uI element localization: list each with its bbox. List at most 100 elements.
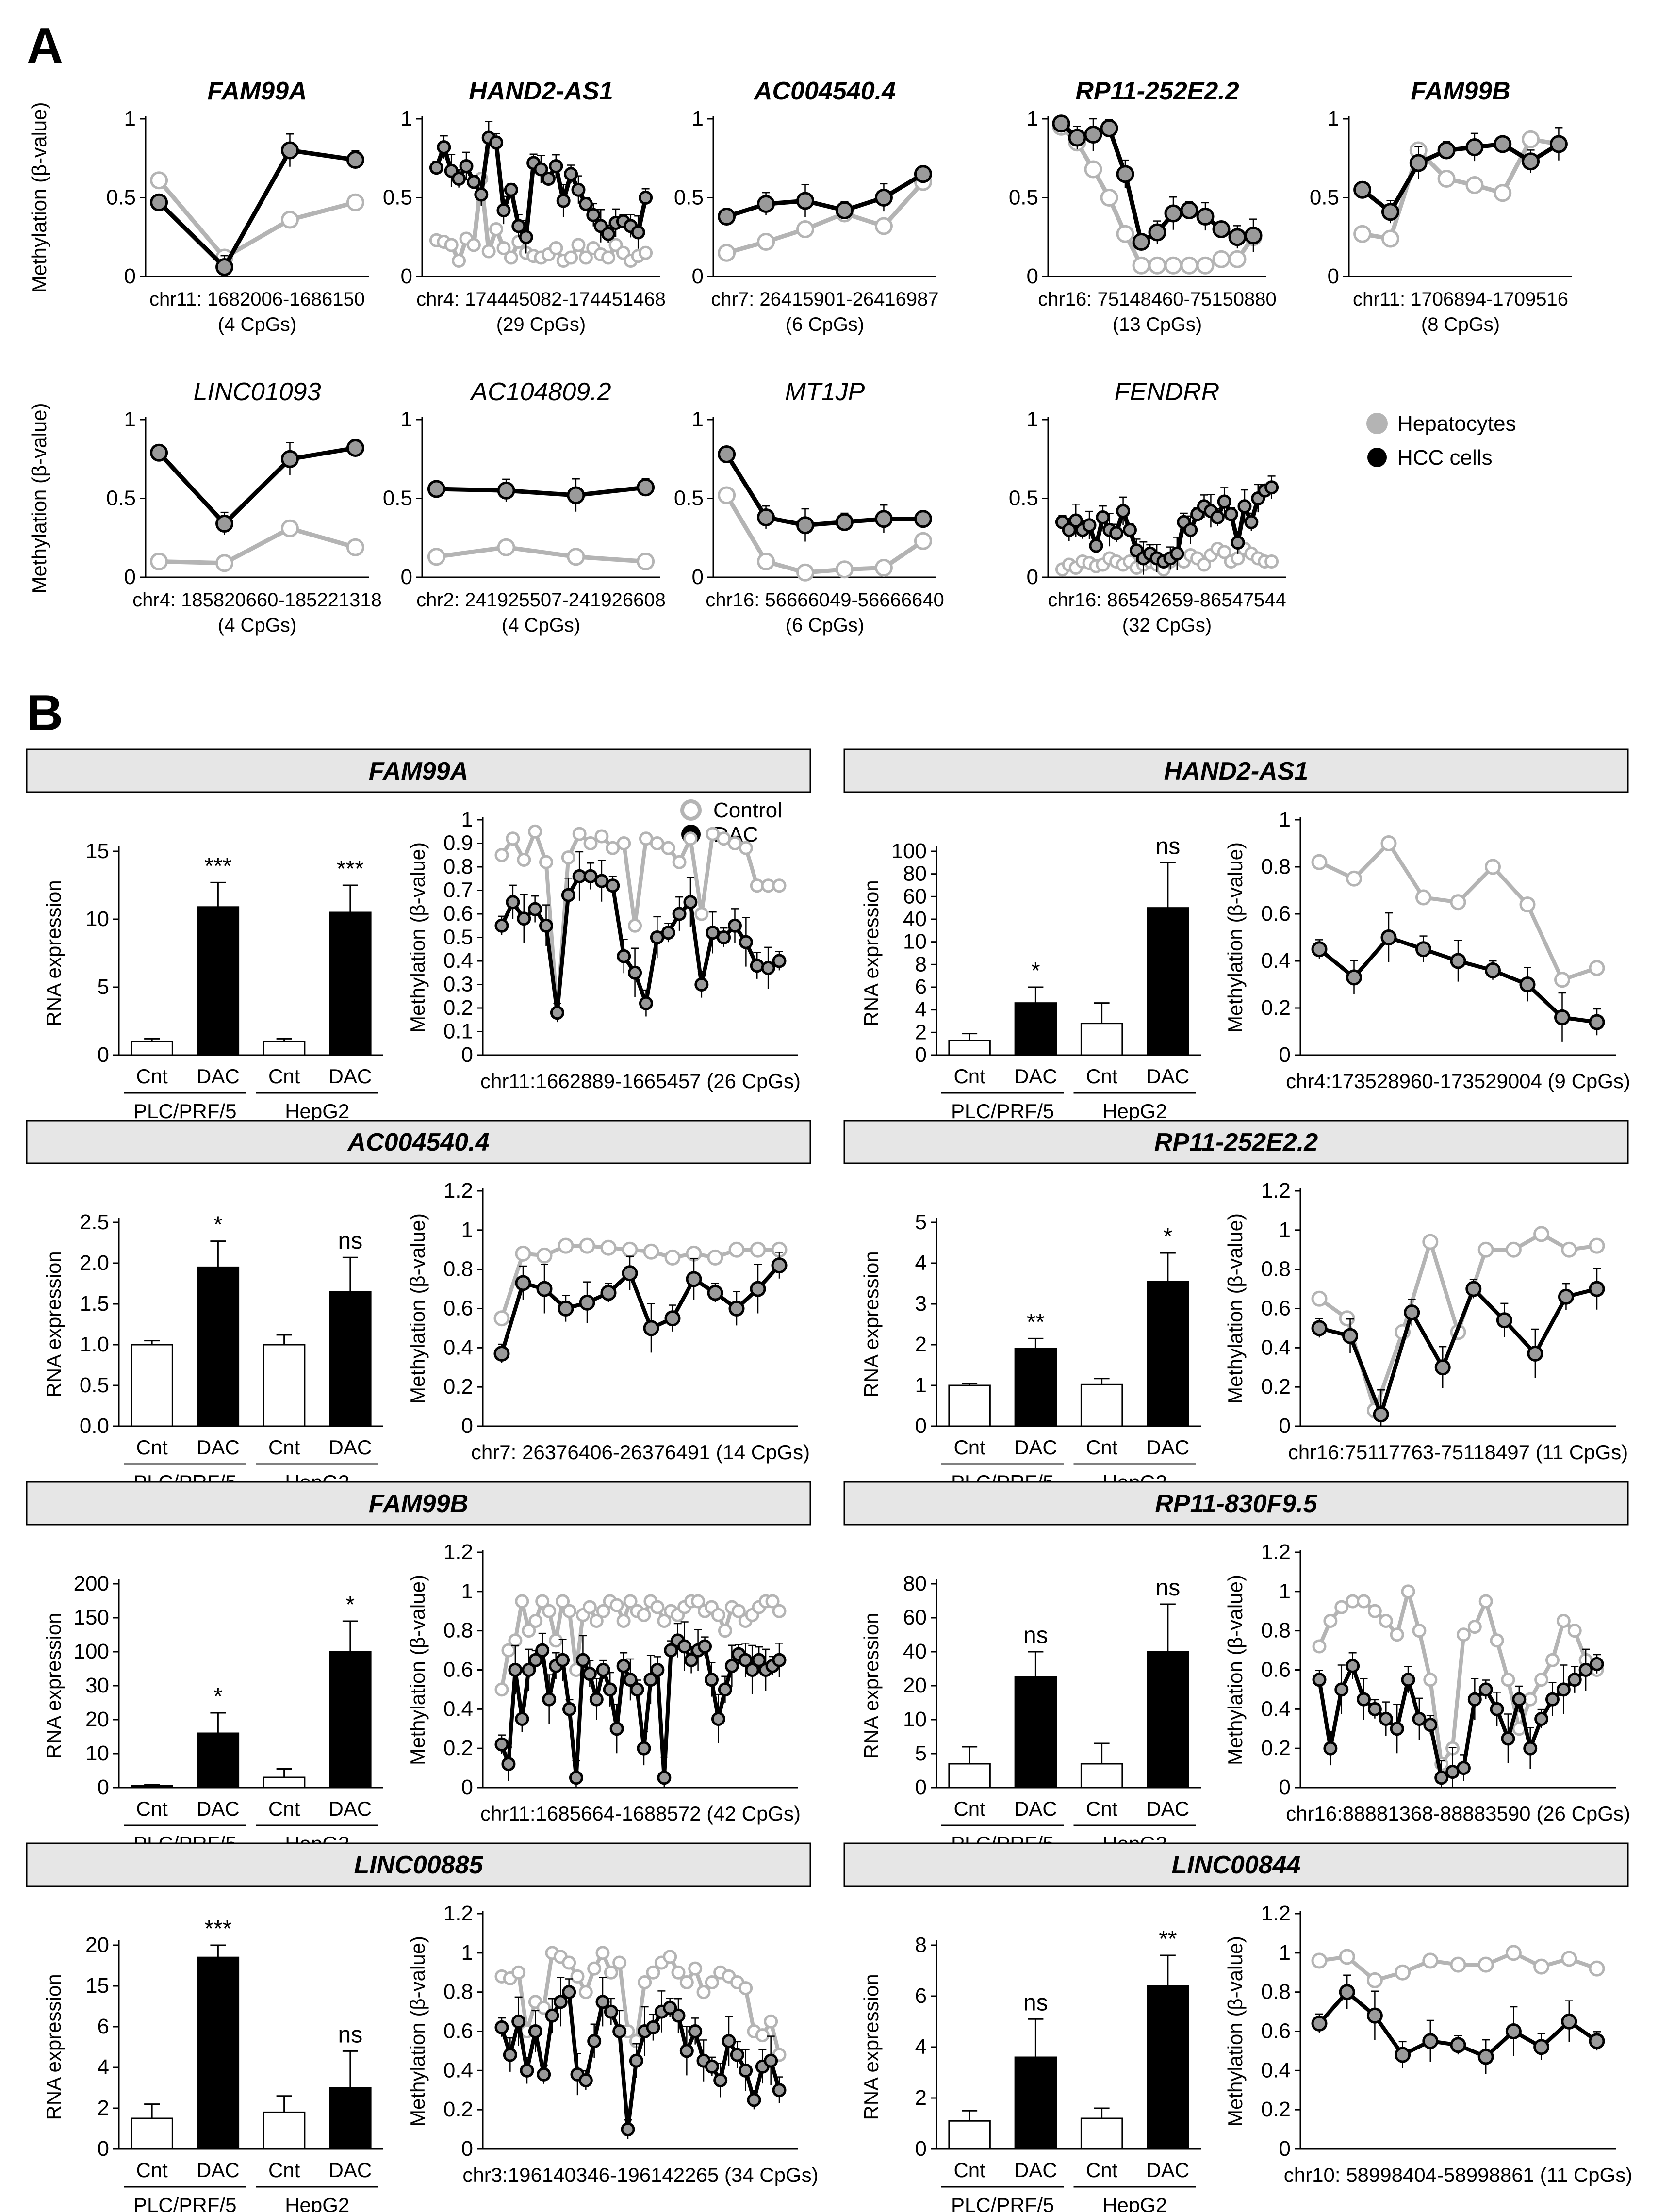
data-point xyxy=(1068,513,1083,528)
series-hepatocytes xyxy=(718,173,932,262)
series-dac xyxy=(1311,1974,1605,2074)
series-hepatocytes xyxy=(429,172,653,268)
data-point xyxy=(707,1249,723,1266)
y-tick-label: 6 xyxy=(915,1984,927,2008)
data-point xyxy=(601,250,616,265)
y-tick-label: 1 xyxy=(461,808,473,831)
line-chart-ac104809-2-a: 0 0.5 1 AC104809.2 chr2: 241925507-241926608… xyxy=(383,378,666,636)
y-axis-label: Methylation (β-value) xyxy=(1224,1575,1247,1765)
x-tick-label: DAC xyxy=(1014,2159,1057,2181)
y-tick-label: 0.0 xyxy=(80,1414,109,1438)
data-point xyxy=(1357,1594,1371,1609)
data-point xyxy=(587,1961,602,1976)
data-point xyxy=(437,140,451,154)
y-axis-label: Methylation (β-value) xyxy=(406,842,429,1033)
significance-label: ns xyxy=(1156,1575,1181,1601)
block-title: RP11-252E2.2 xyxy=(1154,1128,1318,1156)
data-point xyxy=(1494,135,1512,153)
data-point xyxy=(1589,960,1605,976)
data-point xyxy=(757,553,775,570)
group-label: PLC/PRF/5 xyxy=(951,1100,1054,1122)
y-tick-label: 0.6 xyxy=(443,2019,473,2043)
data-point xyxy=(722,2034,736,2049)
bar xyxy=(948,1384,991,1427)
data-point xyxy=(1533,1958,1550,1975)
y-tick-label: 1 xyxy=(124,407,136,431)
line-chart-hand2-as1-b: 0 0.2 0.4 0.6 0.8 1 chr4:173528960-173529004 (… xyxy=(1224,808,1630,1092)
x-tick-label: DAC xyxy=(1147,1797,1190,1820)
y-tick-label: 0.8 xyxy=(1261,1980,1291,2004)
line-chart-rp11-252e2-2-b: 0 0.2 0.4 0.6 0.8 1 1.2 chr16:75117763-75118497… xyxy=(1224,1179,1628,1464)
y-tick-label: 0.2 xyxy=(443,1736,473,1760)
data-point xyxy=(1545,1653,1560,1667)
chart-title: HAND2-AS1 xyxy=(469,77,613,105)
x-tick-label: DAC xyxy=(1147,1436,1190,1459)
data-point xyxy=(1116,225,1134,243)
panel-a-y-axis-label-1: Methylation (β-value) xyxy=(28,102,50,293)
block-title: RP11-830F9.5 xyxy=(1155,1490,1317,1518)
data-point xyxy=(835,201,854,219)
data-point xyxy=(772,878,787,893)
chart-title: MT1JP xyxy=(785,378,865,406)
data-point xyxy=(1353,225,1372,243)
data-point xyxy=(1244,515,1259,529)
data-point xyxy=(1342,1328,1359,1344)
series-hcc-cells xyxy=(718,445,932,542)
data-point xyxy=(542,1692,557,1707)
data-point xyxy=(1554,1009,1570,1025)
y-tick-label: 0.6 xyxy=(443,902,473,926)
data-point xyxy=(1485,962,1501,978)
series-dac xyxy=(1311,1268,1605,1426)
data-point xyxy=(561,888,575,902)
data-point xyxy=(1545,1692,1560,1707)
data-point xyxy=(556,194,571,208)
data-point xyxy=(757,233,775,251)
y-tick-label: 8 xyxy=(915,1933,927,1957)
bar xyxy=(263,1344,306,1427)
data-point xyxy=(536,1247,553,1264)
y-tick-label: 40 xyxy=(903,1640,927,1663)
region-label: chr3:196140346-196142265 (34 CpGs) xyxy=(462,2163,818,2186)
data-point xyxy=(1346,969,1362,986)
y-tick-label: 2.0 xyxy=(80,1251,109,1275)
data-point xyxy=(1467,1692,1482,1707)
data-point xyxy=(1437,141,1456,160)
y-tick-label: 15 xyxy=(85,839,109,863)
data-point xyxy=(706,827,720,841)
x-tick-label: DAC xyxy=(197,1065,240,1088)
y-tick-label: 0.8 xyxy=(443,1619,473,1643)
data-point xyxy=(1170,546,1184,561)
data-point xyxy=(528,824,542,839)
y-axis-label: RNA expression xyxy=(42,880,65,1026)
significance-label: *** xyxy=(337,856,364,882)
y-tick-label: 0.2 xyxy=(443,996,473,1020)
data-point xyxy=(1180,201,1198,219)
y-axis-label: RNA expression xyxy=(860,880,883,1026)
region-label: chr10: 58998404-58998861 (11 CpGs) xyxy=(1284,2163,1632,2186)
data-point xyxy=(1196,256,1215,275)
data-point xyxy=(280,450,299,468)
y-tick-label: 1.2 xyxy=(1261,1540,1291,1564)
data-point xyxy=(1505,2023,1522,2039)
bar xyxy=(329,911,372,1056)
data-point xyxy=(1485,859,1501,875)
bar xyxy=(263,1041,306,1056)
line-chart-linc01093-a: 0 0.5 1 LINC01093 chr4: 185820660-185221318 (… xyxy=(106,378,382,636)
data-point xyxy=(612,1955,627,1970)
data-point xyxy=(1409,154,1428,172)
data-point xyxy=(623,1673,638,1687)
cpg-count-label: (6 CpGs) xyxy=(786,615,864,636)
series-dac xyxy=(493,1252,788,1363)
data-point xyxy=(707,1285,723,1301)
panel-a-y-axis-label-2: Methylation (β-value) xyxy=(28,403,50,594)
bar xyxy=(1147,1651,1189,1789)
data-point xyxy=(874,189,893,207)
cpg-count-label: (32 CpGs) xyxy=(1122,615,1212,636)
data-point xyxy=(688,2024,703,2038)
data-point xyxy=(1465,1281,1482,1297)
data-point xyxy=(771,1257,788,1274)
x-tick-label: Cnt xyxy=(268,2159,300,2181)
y-tick-label: 0 xyxy=(461,1043,473,1067)
data-point xyxy=(1512,1692,1527,1707)
data-point xyxy=(501,1757,516,1771)
